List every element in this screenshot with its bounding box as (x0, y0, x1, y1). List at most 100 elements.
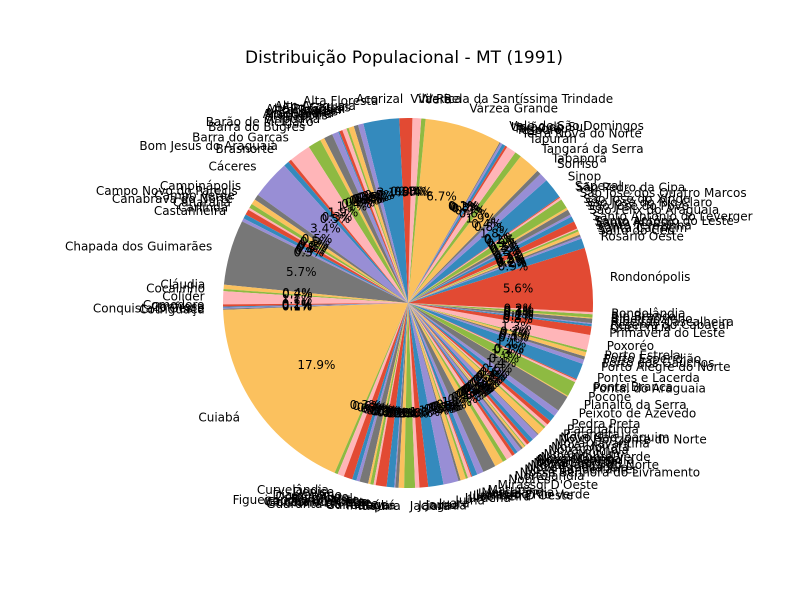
label-nova-brasilandia: Nova Brasilândia (527, 461, 628, 475)
pct-bom-jesus-do-araguaia: 0.3% (322, 210, 353, 224)
pct-ribeiraozinho: 0.1% (503, 305, 534, 319)
slice-barao-de-melgaco (320, 138, 408, 303)
pct-comodoro: 0.2% (282, 297, 313, 311)
label-general-carneiro: General Carneiro (266, 495, 368, 509)
label-uniao-do-sul: União do Sul (511, 120, 587, 134)
slice-curvelandia (334, 303, 408, 475)
label-nova-bandeirantes: Nova Bandeirantes (524, 463, 638, 477)
pct-mirassol-d-oeste: 1.1% (442, 395, 473, 409)
label-rio-branco: Rio Branco (611, 310, 676, 324)
pct-rondolandia: 0.2% (504, 302, 535, 316)
slice-ponte-branca (408, 303, 577, 381)
slice-porto-dos-gauchos (408, 303, 586, 360)
pct-tapurah: 0.6% (459, 206, 490, 220)
label-alto-araguaia: Alto Araguaia (275, 99, 356, 113)
chart-title: Distribuição Populacional - MT (1991) (245, 48, 563, 68)
slice-torixoreu (408, 143, 506, 303)
pct-santa-carmem: 0.2% (496, 255, 527, 269)
pct-juara: 1.3% (410, 405, 441, 419)
slice-sapezal (408, 196, 561, 303)
slice-pocone (408, 303, 576, 396)
label-aripuana: Aripuanã (266, 112, 320, 126)
label-juara: Juara (438, 497, 470, 511)
pct-matupa: 0.6% (436, 398, 467, 412)
label-indiavai: Indiavaí (346, 499, 394, 513)
label-luciara: Luciara (478, 487, 522, 501)
label-tabapora: Tabaporã (551, 152, 607, 166)
slice-nova-lacerda (408, 303, 525, 449)
pct-aripuana: 0.8% (345, 195, 376, 209)
pct-porto-esperidiao: 0.4% (499, 326, 530, 340)
pct-porto-alegre-do-norte: 0.4% (498, 331, 529, 345)
slice-vera (408, 118, 426, 303)
label-sao-jose-dos-quatro-marcos: São José dos Quatro Marcos (580, 186, 747, 200)
pct-juina: 1.3% (419, 403, 450, 417)
label-lucas-do-rio-verde: Lucas do Rio Verde (476, 487, 590, 501)
label-sao-jose-do-xingu: São José do Xingu (583, 192, 691, 206)
slice-varzea-grande (408, 118, 500, 303)
label-pontes-e-lacerda: Pontes e Lacerda (597, 371, 700, 385)
slice-confresa (223, 303, 408, 308)
slice-indiavai (394, 303, 408, 488)
slice-alto-garcas (353, 124, 408, 304)
pct-sorriso: 0.8% (474, 220, 505, 234)
pct-canarana: 0.5% (296, 241, 327, 255)
label-nova-guarita: Nova Guarita (533, 456, 612, 470)
slice-nova-canaa-do-norte (408, 303, 522, 453)
slice-porto-esperidiao (408, 303, 587, 357)
slice-sao-jose-dos-quatro-marcos (408, 199, 567, 303)
slice-querencia (408, 303, 592, 327)
label-barao-de-melgaco: Barão de Melgaço (206, 115, 314, 129)
slice-brasnorte (284, 161, 408, 303)
label-santa-carmem: Santa Carmem (598, 221, 688, 235)
slice-matupa (408, 303, 484, 475)
pct-canabrava-do-norte: 0.2% (297, 239, 328, 253)
label-araguaiana: Araguaiana (265, 106, 334, 120)
pct-planalto-da-serra: 0.1% (489, 352, 520, 366)
label-confresa: Confresa (151, 300, 204, 314)
label-salto-do-ceu: Salto do Céu (598, 224, 674, 238)
pct-querencia: 0.2% (503, 309, 534, 323)
pct-denise: 0.6% (352, 399, 383, 413)
pct-nova-marilandia: 0.1% (463, 382, 494, 396)
slice-santa-terezinha (408, 231, 580, 303)
slice-diamantino (343, 303, 408, 480)
slice-alto-araguaia (357, 123, 408, 304)
pct-sao-jose-do-xingu: 0.2% (488, 239, 519, 253)
pct-nova-monte-verde: 0.3% (465, 380, 496, 394)
slice-gaucha-do-norte (368, 303, 408, 485)
slice-campo-novo-do-parecis (251, 199, 408, 303)
label-figueiropolis-d-oeste: Figueirópolis D'Oeste (233, 493, 360, 507)
pct-vila-rica: 0.4% (394, 185, 425, 199)
label-nova-canaa-do-norte: Nova Canaã do Norte (531, 458, 660, 472)
pct-reserva-do-cabacal: 0.1% (503, 308, 534, 322)
slice-itauba (395, 303, 408, 488)
slice-apiacas (342, 128, 408, 303)
pct-jauru: 0.8% (402, 406, 433, 420)
pct-uniao-do-sul: 0.2% (449, 200, 480, 214)
pct-feliz-natal: 0.3% (363, 402, 394, 416)
label-acorizal: Acorizal (356, 92, 403, 106)
pct-guiratinga: 0.7% (382, 406, 413, 420)
pct-colider: 1.1% (282, 292, 313, 306)
pct-torixoreu: 0.3% (450, 201, 481, 215)
pct-araguaiana: 0.3% (352, 192, 383, 206)
label-arenapolis: Arenápolis (265, 109, 328, 123)
pct-confresa: 0.1% (282, 298, 313, 312)
slice-lucas-do-rio-verde (408, 303, 472, 478)
slice-planalto-da-serra (408, 303, 569, 397)
slice-colider (223, 291, 408, 305)
pct-nova-mutum: 0.4% (467, 378, 498, 392)
slice-cuiaba (223, 303, 408, 473)
pct-jangada: 0.4% (398, 406, 429, 420)
slice-guaranta-do-norte (375, 303, 408, 487)
pct-luciara: 0.1% (431, 400, 462, 414)
slice-figueiropolis-d-oeste (359, 303, 408, 484)
label-nortelandia: Nortelândia (515, 469, 585, 483)
pct-sapezal: 0.1% (484, 232, 515, 246)
pct-itiquira: 0.5% (389, 406, 420, 420)
slice-peixoto-de-azevedo (408, 303, 568, 411)
label-canarana: Canarana (173, 196, 231, 210)
label-colider: Colíder (162, 290, 204, 304)
